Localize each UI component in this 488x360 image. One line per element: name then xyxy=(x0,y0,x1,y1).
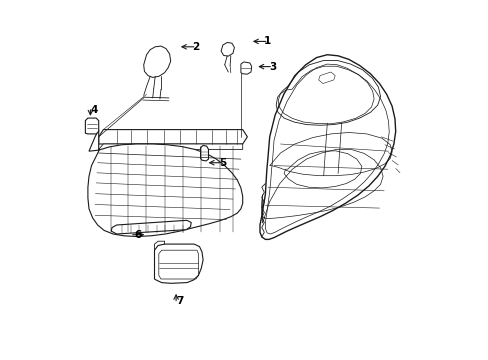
Polygon shape xyxy=(85,118,99,134)
Polygon shape xyxy=(221,42,234,56)
Text: 7: 7 xyxy=(176,296,183,306)
Polygon shape xyxy=(260,55,395,239)
Polygon shape xyxy=(154,244,203,283)
Polygon shape xyxy=(99,144,242,149)
Polygon shape xyxy=(241,62,251,74)
Text: 2: 2 xyxy=(192,42,199,52)
Text: 5: 5 xyxy=(219,158,226,168)
Polygon shape xyxy=(88,130,242,237)
Polygon shape xyxy=(200,145,208,161)
Polygon shape xyxy=(99,130,247,144)
Text: 3: 3 xyxy=(268,62,276,72)
Text: 6: 6 xyxy=(134,230,141,240)
Polygon shape xyxy=(111,220,191,234)
Text: 4: 4 xyxy=(90,105,98,115)
Text: 1: 1 xyxy=(264,36,271,46)
Polygon shape xyxy=(143,46,170,77)
